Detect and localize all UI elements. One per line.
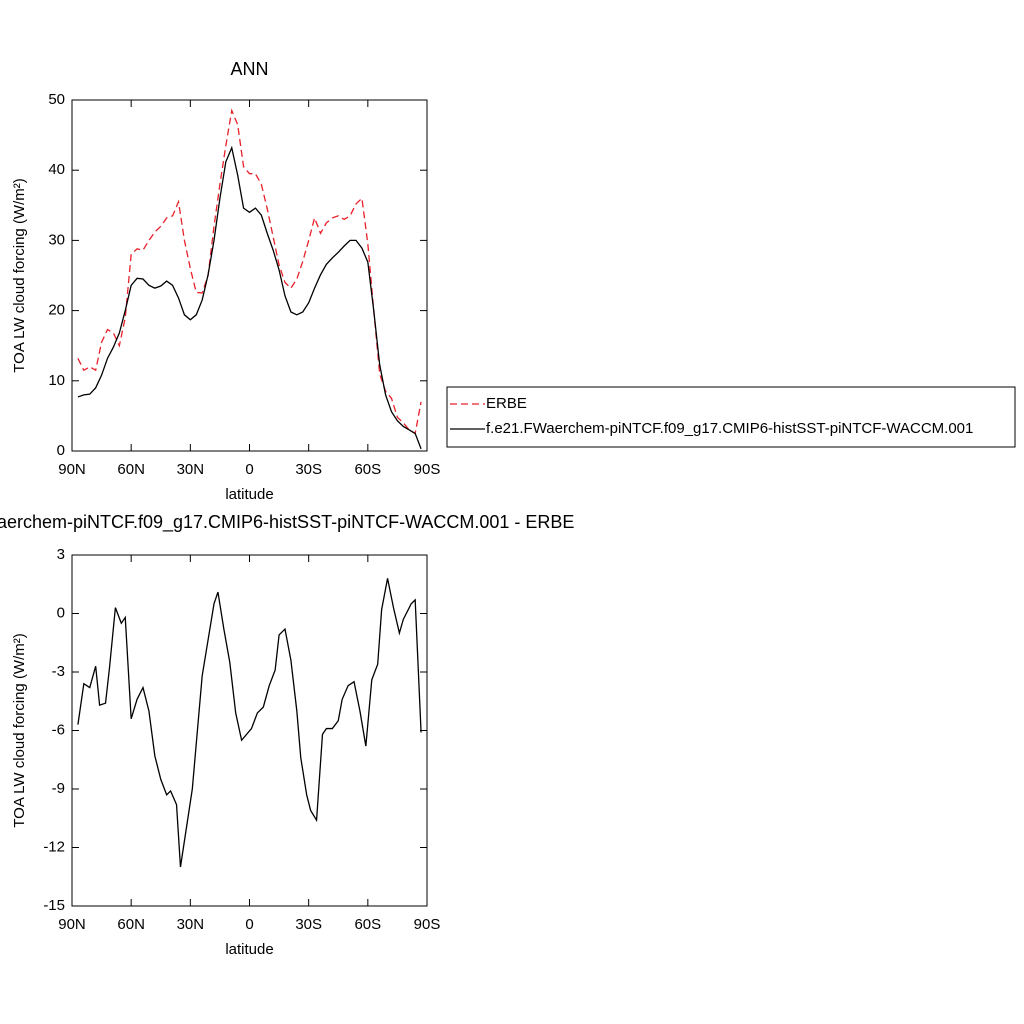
- y-tick-label: 40: [48, 161, 65, 178]
- x-tick-label: 30N: [177, 461, 205, 478]
- x-tick-label: 60N: [117, 461, 145, 478]
- y-tick-label: 3: [57, 546, 65, 563]
- legend-entry: f.e21.FWaerchem-piNTCF.f09_g17.CMIP6-his…: [486, 420, 973, 437]
- y-tick-label: 50: [48, 91, 65, 108]
- x-tick-label: 60S: [354, 461, 381, 478]
- data-line: [77, 145, 422, 450]
- y-axis-label: TOA LW cloud forcing (W/m²): [11, 178, 28, 372]
- data-line: [77, 108, 422, 435]
- y-tick-label: -6: [52, 721, 65, 738]
- x-tick-label: 90N: [58, 916, 86, 933]
- x-tick-label: 30S: [295, 916, 322, 933]
- x-tick-label: 30S: [295, 461, 322, 478]
- y-tick-label: 10: [48, 372, 65, 389]
- x-tick-label: 60N: [117, 916, 145, 933]
- x-tick-label: 30N: [177, 916, 205, 933]
- x-tick-label: 90S: [414, 916, 441, 933]
- chart-title: f.e21.FWaerchem-piNTCF.f09_g17.CMIP6-his…: [0, 512, 574, 533]
- y-tick-label: 30: [48, 231, 65, 248]
- x-tick-label: 0: [245, 461, 253, 478]
- chart-title: ANN: [230, 59, 268, 79]
- plot-frame: [71, 99, 428, 452]
- y-axis-label: TOA LW cloud forcing (W/m²): [11, 633, 28, 827]
- x-tick-label: 60S: [354, 916, 381, 933]
- data-line: [77, 578, 422, 868]
- y-tick-label: 20: [48, 302, 65, 319]
- y-tick-label: -15: [43, 897, 65, 914]
- y-tick-label: -3: [52, 663, 65, 680]
- y-tick-label: -9: [52, 780, 65, 797]
- x-axis-label: latitude: [225, 486, 273, 503]
- x-axis-label: latitude: [225, 941, 273, 958]
- x-tick-label: 90S: [414, 461, 441, 478]
- legend-box: [446, 386, 1016, 448]
- legend-entry: ERBE: [486, 395, 527, 412]
- x-tick-label: 90N: [58, 461, 86, 478]
- x-tick-label: 0: [245, 916, 253, 933]
- y-tick-label: -12: [43, 838, 65, 855]
- y-tick-label: 0: [57, 604, 65, 621]
- y-tick-label: 0: [57, 442, 65, 459]
